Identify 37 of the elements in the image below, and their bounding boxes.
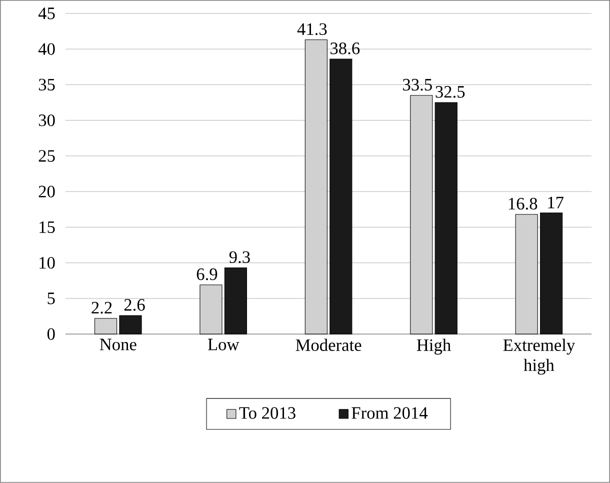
data-label: 6.9 xyxy=(196,268,218,280)
legend-label: To 2013 xyxy=(239,407,296,419)
data-label: 32.5 xyxy=(436,86,465,98)
data-label: 9.3 xyxy=(229,251,250,264)
data-label: 2.2 xyxy=(92,302,112,314)
y-tick-label: 0 xyxy=(47,328,55,340)
bar xyxy=(410,95,433,334)
bar xyxy=(200,284,222,334)
y-tick-label: 35 xyxy=(38,78,55,91)
y-tick-label: 5 xyxy=(48,292,55,304)
bar xyxy=(330,58,352,334)
bar xyxy=(94,318,118,334)
x-tick-label: Extremely high xyxy=(503,338,576,375)
y-tick-label: 25 xyxy=(38,150,55,162)
y-tick-label: 45 xyxy=(38,8,55,20)
bar xyxy=(540,212,563,334)
y-tick-label: 30 xyxy=(38,114,55,126)
bar xyxy=(119,315,142,334)
data-label: 33.5 xyxy=(403,79,432,91)
data-label: 2.6 xyxy=(124,299,145,311)
data-label: 38.6 xyxy=(330,42,360,54)
bar xyxy=(224,268,247,334)
x-tick-label: None xyxy=(100,338,136,350)
data-label: 16.8 xyxy=(508,198,538,210)
x-tick-label: High xyxy=(416,338,451,355)
bar xyxy=(434,102,458,334)
bar xyxy=(515,214,538,334)
y-tick-label: 15 xyxy=(40,221,55,234)
bar xyxy=(304,40,328,334)
y-tick-label: 20 xyxy=(38,186,55,198)
x-tick-label: Low xyxy=(208,338,240,350)
legend-label: From 2014 xyxy=(352,407,428,419)
data-label: 17 xyxy=(548,196,564,208)
y-tick-label: 10 xyxy=(40,257,55,269)
data-label: 41.3 xyxy=(297,23,327,36)
x-tick-label: Moderate xyxy=(296,338,362,352)
y-tick-label: 40 xyxy=(38,43,55,56)
